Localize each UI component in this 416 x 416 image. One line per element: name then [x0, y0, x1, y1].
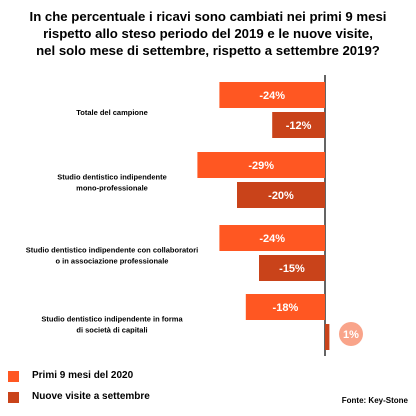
bar-1	[219, 225, 325, 251]
category-label: o in associazione professionale	[56, 257, 169, 266]
title-line-2: rispetto allo steso periodo del 2019 e l…	[43, 26, 373, 41]
data-label: -12%	[286, 120, 312, 132]
data-label: -15%	[279, 263, 305, 275]
source-note: Fonte: Key-Stone	[341, 396, 408, 405]
legend-label-series-1: Primi 9 mesi del 2020	[32, 370, 134, 381]
bar-2	[237, 182, 325, 208]
legend-swatch-series-2	[8, 392, 19, 403]
bar-2	[272, 112, 325, 138]
chart-title: In che percentuale i ricavi sono cambiat…	[0, 8, 416, 59]
category-label: mono-professionale	[76, 184, 148, 193]
legend-label-series-2: Nuove visite a settembre	[32, 391, 150, 402]
data-label-bubble	[339, 322, 363, 346]
bar-2	[259, 255, 325, 281]
data-label: -18%	[273, 302, 299, 314]
category-label: Studio dentistico indipendente	[57, 173, 167, 182]
legend-swatch-series-1	[8, 371, 19, 382]
data-label: -24%	[259, 90, 285, 102]
category-label: Totale del campione	[76, 108, 148, 117]
category-label: Studio dentistico indipendente in forma	[41, 315, 183, 324]
data-label: 1%	[343, 329, 359, 341]
data-label: -24%	[259, 233, 285, 245]
bar-2	[325, 324, 330, 350]
title-line-3: nel solo mese di settembre, rispetto a s…	[36, 43, 380, 58]
category-label: di società di capitali	[76, 326, 147, 335]
bar-1	[219, 82, 325, 108]
legend-item-series-1: Primi 9 mesi del 2020	[8, 370, 308, 385]
category-label: Studio dentistico indipendente con colla…	[26, 246, 199, 255]
data-label: -20%	[268, 190, 294, 202]
data-label: -29%	[248, 160, 274, 172]
bar-1	[245, 294, 325, 320]
bar-1	[197, 152, 325, 178]
legend-item-series-2: Nuove visite a settembre	[8, 391, 308, 406]
title-line-1: In che percentuale i ricavi sono cambiat…	[29, 9, 387, 24]
